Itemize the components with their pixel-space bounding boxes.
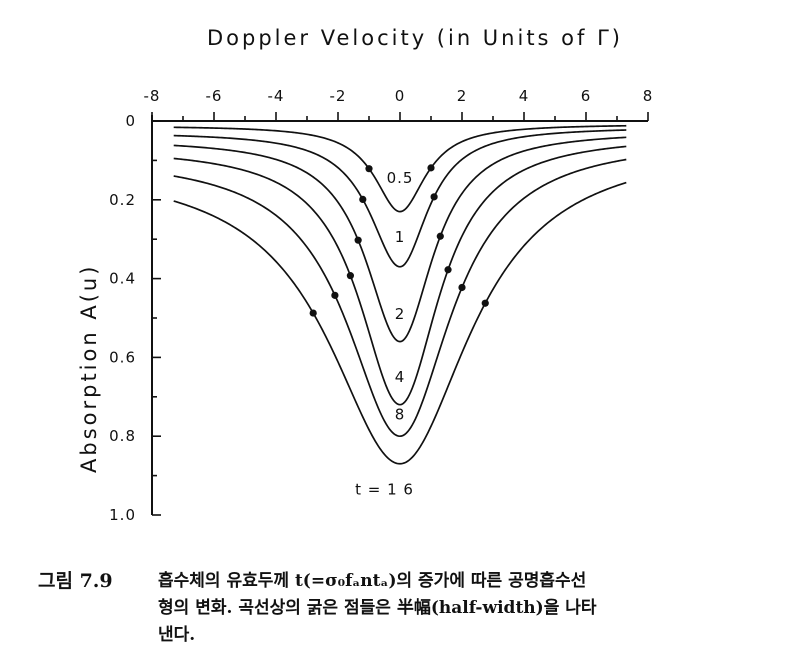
curve-label: 0.5 — [387, 169, 414, 187]
half-width-point — [444, 266, 452, 274]
absorption-curve — [173, 145, 627, 406]
curve-label: 1 — [395, 228, 406, 246]
caption-figure-number: 그림 7.9 — [38, 570, 113, 592]
half-width-point — [346, 272, 354, 280]
half-width-point — [309, 309, 317, 317]
absorption-curve — [173, 129, 627, 268]
caption-line-3: 낸다. — [158, 625, 196, 645]
curve-label: t = 1 6 — [355, 480, 414, 498]
chart-canvas: -8 -6 -4 -2 0 2 4 6 8 0 0.2 0.4 0.6 0.8 1.0 0.5 1 2 4 8 t =… — [77, 26, 654, 524]
y-axis-title: Absorption A(u) — [77, 264, 101, 473]
x-tick-label: 4 — [519, 87, 530, 105]
half-width-point — [354, 236, 362, 244]
half-width-point — [427, 164, 435, 172]
half-width-points — [309, 164, 489, 317]
y-tick-label: 0.6 — [109, 348, 136, 366]
x-axis-title: Doppler Velocity (in Units of Γ) — [207, 26, 623, 50]
y-tick-label: 0.2 — [109, 191, 136, 209]
x-tick-label: -2 — [330, 87, 347, 105]
y-tick-label: 0.4 — [109, 270, 136, 288]
absorption-line-chart: -8 -6 -4 -2 0 2 4 6 8 0 0.2 0.4 0.6 0.8 1.0 0.5 1 2 4 8 t =… — [77, 26, 654, 524]
x-tick-label: -4 — [268, 87, 285, 105]
absorption-curve — [173, 124, 627, 213]
x-tick-label: 2 — [457, 87, 468, 105]
absorption-curve — [173, 158, 627, 438]
half-width-point — [458, 283, 466, 292]
x-tick-label: -8 — [144, 87, 161, 105]
curve-label: 4 — [395, 368, 406, 386]
y-tick-label: 1.0 — [109, 506, 136, 524]
curve-labels: 0.5 1 2 4 8 t = 1 6 — [355, 169, 414, 498]
absorption-curve — [173, 136, 627, 343]
curves — [173, 124, 627, 465]
absorption-curve — [173, 181, 627, 465]
half-width-point — [430, 193, 438, 201]
y-tick-label: 0.8 — [109, 427, 136, 445]
y-tick-label: 0 — [125, 112, 136, 130]
half-width-point — [436, 232, 444, 240]
x-tick-label: -6 — [206, 87, 223, 105]
x-tick-label: 0 — [395, 87, 406, 105]
half-width-point — [481, 299, 489, 307]
axes: -8 -6 -4 -2 0 2 4 6 8 0 0.2 0.4 0.6 0.8 1.0 — [109, 87, 654, 524]
curve-label: 8 — [395, 406, 406, 424]
half-width-point — [365, 165, 373, 173]
curve-label: 2 — [395, 305, 406, 323]
x-tick-label: 6 — [581, 87, 592, 105]
caption-line-2: 형의 변화. 곡선상의 굵은 점들은 半幅(half-width)을 나타 — [158, 598, 597, 618]
caption-line-1: 흡수체의 유효두께 t(=σ₀fₐntₐ)의 증가에 따른 공명흡수선 — [158, 571, 587, 591]
x-tick-label: 8 — [643, 87, 654, 105]
figure-caption: 그림 7.9 흡수체의 유효두께 t(=σ₀fₐntₐ)의 증가에 따른 공명흡… — [38, 568, 798, 649]
half-width-point — [359, 195, 367, 204]
half-width-point — [331, 291, 339, 299]
